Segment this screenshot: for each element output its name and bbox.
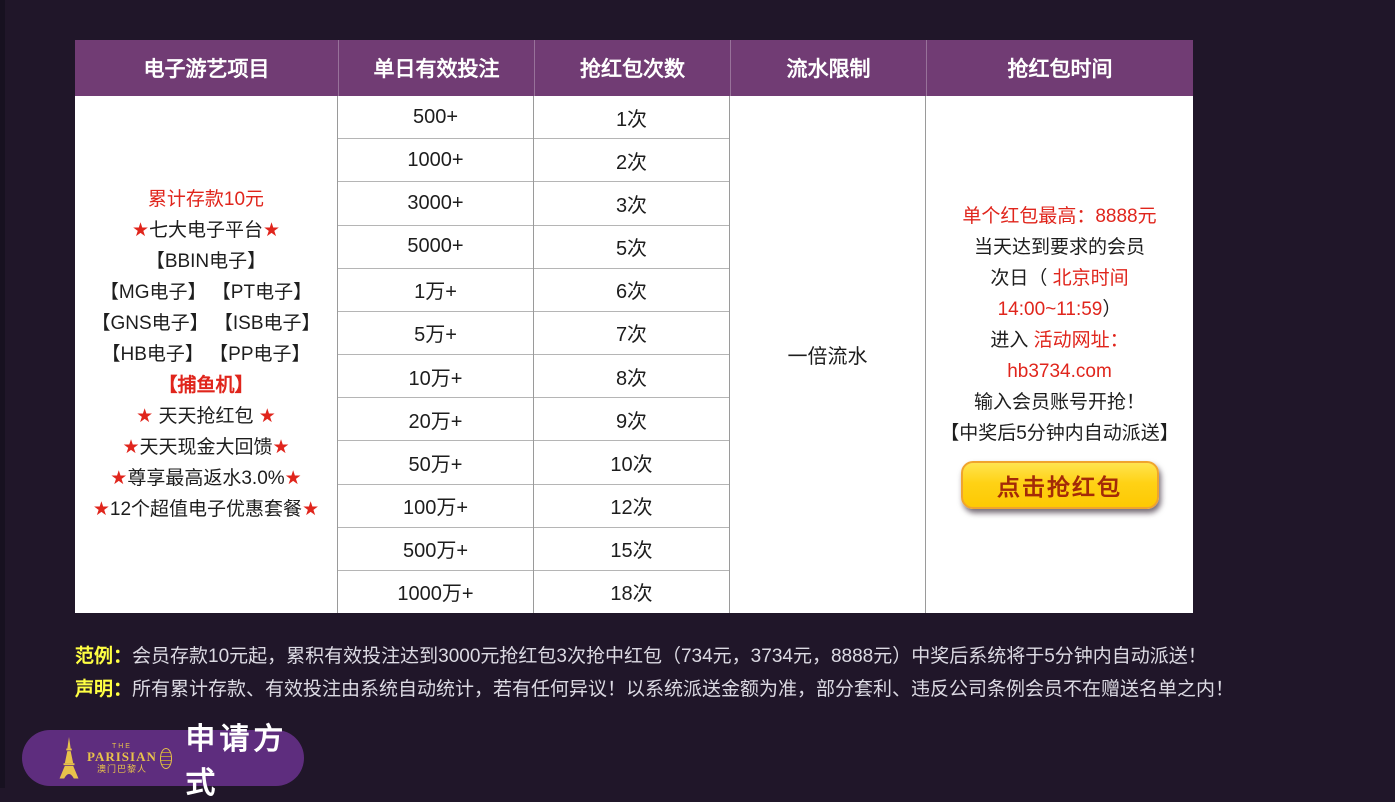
- text-line: ★天天现金大回馈★: [122, 437, 290, 458]
- grab-times-cell: 7次: [534, 312, 729, 356]
- grab-times-cell: 3次: [534, 182, 729, 226]
- grab-times-cell: 12次: [534, 485, 729, 528]
- text-line: 【中奖后5分钟内自动派送】: [940, 422, 1179, 444]
- apply-method-label: 申请方式: [185, 723, 288, 800]
- example-note: 范例：会员存款10元起，累积有效投注达到3000元抢红包3次抢中红包（734元，…: [75, 640, 1234, 673]
- text-line: 输入会员账号开抢！: [973, 391, 1145, 413]
- parisian-logo: THE PARISIAN 澳门巴黎人: [87, 743, 157, 774]
- grab-times-cell: 2次: [534, 139, 729, 183]
- grab-times-cell: 15次: [534, 528, 729, 571]
- bet-amount-cell: 1000万+: [397, 583, 474, 606]
- bet-amount-cell: 10万+: [338, 355, 533, 399]
- logo-brand-name: PARISIAN: [87, 748, 157, 764]
- text-line: 【MG电子】 【PT电子】: [99, 282, 313, 303]
- header-grab-times: 抢红包次数: [534, 40, 730, 96]
- bet-amount-cell: 5000+: [338, 226, 533, 269]
- text-line: ★七大电子平台★: [131, 220, 281, 241]
- grab-times-column: 1次 2次 3次 5次 6次 7次 8次 9次 10次 12次 15次 18次: [534, 96, 730, 613]
- footnotes: 范例：会员存款10元起，累积有效投注达到3000元抢红包3次抢中红包（734元，…: [75, 640, 1234, 706]
- text-line: 【GNS电子】 【ISB电子】: [91, 313, 321, 334]
- logo-seal-icon: [159, 747, 173, 769]
- example-note-text: 会员存款10元起，累积有效投注达到3000元抢红包3次抢中红包（734元，373…: [132, 646, 1207, 667]
- page-left-edge: [0, 0, 5, 788]
- grab-red-packet-button[interactable]: 点击抢红包: [960, 460, 1159, 509]
- disclaimer-note: 声明：所有累计存款、有效投注由系统自动统计，若有任何异议！以系统派送金额为准，部…: [75, 673, 1234, 706]
- promo-table: 电子游艺项目 单日有效投注 抢红包次数 流水限制 抢红包时间 累计存款10元 ★七…: [75, 40, 1193, 613]
- bet-amount-cell: 1000+: [338, 139, 533, 183]
- grab-times-cell: 10次: [534, 441, 729, 485]
- header-grab-time: 抢红包时间: [926, 40, 1193, 96]
- text-line: hb3734.com: [1007, 360, 1112, 382]
- bet-amount-cell: 500万+: [338, 528, 533, 571]
- text-line: 累计存款10元: [147, 189, 265, 210]
- grab-times-cell: 5次: [534, 226, 729, 269]
- logo-brand-top: THE: [111, 742, 132, 750]
- grab-times-cell: 1次: [534, 96, 729, 140]
- bet-amount-cell: 20万+: [338, 398, 533, 442]
- text-line: 次日（ 北京时间: [990, 267, 1129, 289]
- turnover-limit-value: 一倍流水: [787, 346, 868, 368]
- header-game-project: 电子游艺项目: [143, 58, 270, 81]
- grab-times-cell: 9次: [534, 398, 729, 442]
- bet-amount-cell: 5万+: [338, 312, 533, 356]
- turnover-limit-cell: 一倍流水: [730, 96, 926, 613]
- text-line: 【BBIN电子】: [145, 251, 267, 272]
- text-line: ★ 天天抢红包 ★: [136, 406, 276, 427]
- eiffel-tower-icon: [59, 737, 79, 779]
- text-line: 14:00~11:59）: [997, 298, 1122, 320]
- disclaimer-note-label: 声明：: [75, 679, 133, 700]
- text-line: 单个红包最高：8888元: [962, 205, 1157, 227]
- header-daily-valid-bet: 单日有效投注: [338, 40, 534, 96]
- grab-time-lines: 单个红包最高：8888元 当天达到要求的会员 次日（ 北京时间 14:00~11:59…: [940, 201, 1179, 449]
- text-line: ★12个超值电子优惠套餐★: [92, 499, 320, 520]
- logo-brand-sub: 澳门巴黎人: [96, 763, 147, 774]
- disclaimer-note-text: 所有累计存款、有效投注由系统自动统计，若有任何异议！以系统派送金额为准，部分套利…: [132, 679, 1235, 700]
- grab-time-cell: 单个红包最高：8888元 当天达到要求的会员 次日（ 北京时间 14:00~11:59…: [926, 96, 1193, 613]
- text-line: 进入 活动网址：: [990, 329, 1129, 351]
- bet-amount-column: 500+ 1000+ 3000+ 5000+ 1万+ 5万+ 10万+ 20万+…: [338, 96, 534, 613]
- bet-amount-cell: 3000+: [338, 182, 533, 226]
- bet-amount-cell: 100万+: [338, 485, 533, 528]
- bet-amount-cell: 1万+: [338, 269, 533, 312]
- text-line: 【HB电子】 【PP电子】: [101, 344, 311, 365]
- example-note-label: 范例：: [75, 646, 133, 667]
- text-line: 当天达到要求的会员: [973, 236, 1145, 258]
- grab-times-cell: 18次: [610, 583, 653, 606]
- bet-amount-cell: 50万+: [338, 441, 533, 485]
- grab-times-cell: 8次: [534, 355, 729, 399]
- grab-times-cell: 6次: [534, 269, 729, 312]
- header-turnover-limit: 流水限制: [730, 40, 926, 96]
- apply-method-badge[interactable]: THE PARISIAN 澳门巴黎人 申请方式: [22, 723, 304, 800]
- text-line: 【捕鱼机】: [158, 375, 254, 396]
- text-line: ★尊享最高返水3.0%★: [110, 468, 302, 489]
- table-header-row: 电子游艺项目 单日有效投注 抢红包次数 流水限制 抢红包时间: [75, 40, 1193, 96]
- bet-amount-cell: 500+: [338, 96, 533, 140]
- game-project-cell: 累计存款10元 ★七大电子平台★ 【BBIN电子】【MG电子】 【PT电子】 【GNS…: [75, 96, 338, 613]
- table-body: 累计存款10元 ★七大电子平台★ 【BBIN电子】【MG电子】 【PT电子】 【GNS…: [75, 96, 1193, 613]
